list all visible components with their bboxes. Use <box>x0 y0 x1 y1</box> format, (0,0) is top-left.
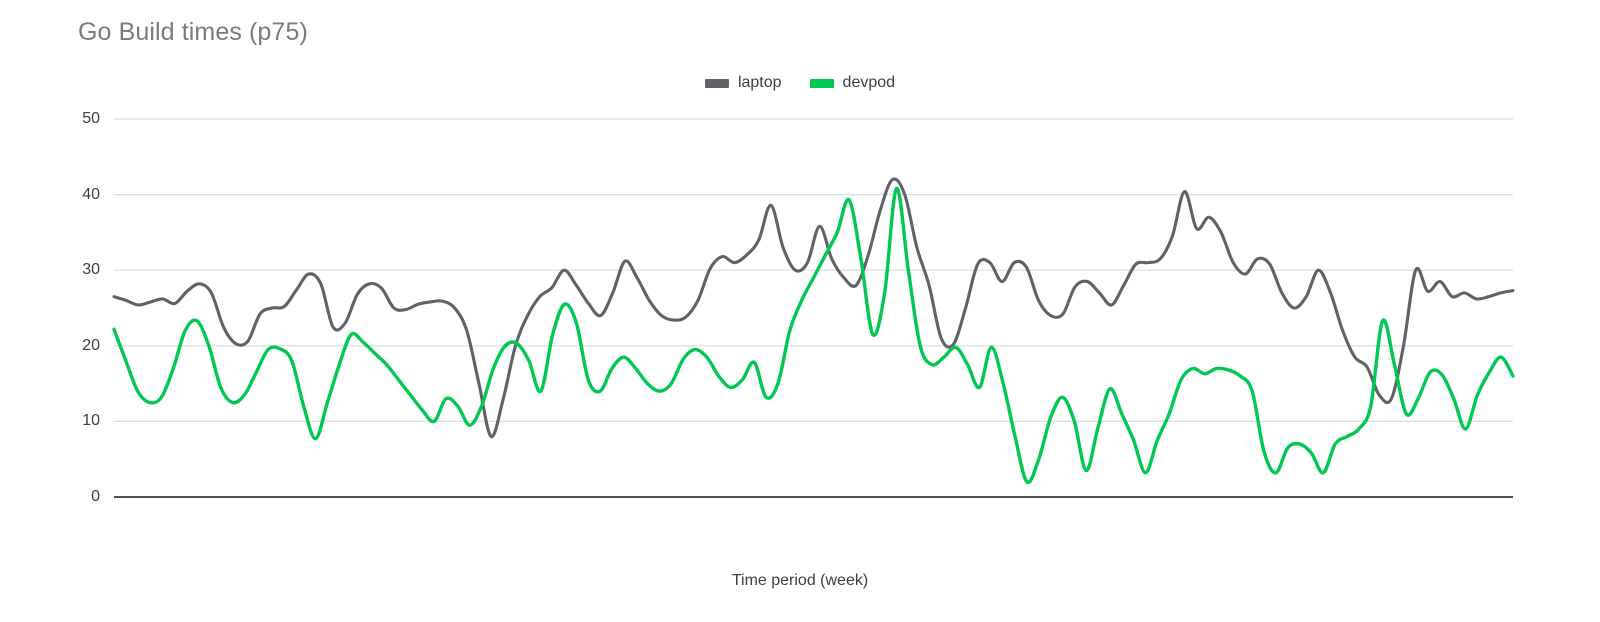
y-axis-tick-label: 20 <box>82 336 100 354</box>
legend-label-laptop: laptop <box>737 74 782 91</box>
series-line-devpod <box>112 186 1515 485</box>
y-axis-tick-label: 40 <box>82 185 100 203</box>
gridlines <box>114 118 1513 422</box>
legend-item-laptop[interactable]: laptop <box>704 74 782 92</box>
series-line-laptop <box>112 177 1515 439</box>
y-axis-tick-label: 0 <box>91 488 100 505</box>
y-axis-tick-label: 10 <box>82 412 100 430</box>
y-axis-tick-label: 50 <box>82 110 100 127</box>
legend-item-devpod[interactable]: devpod <box>809 74 896 92</box>
chart-legend: laptop devpod <box>0 74 1600 92</box>
x-axis-title: Time period (week) <box>731 572 869 589</box>
page-title: Go Build times (p75) <box>78 18 308 46</box>
legend-swatch-devpod <box>809 78 834 88</box>
legend-swatch-laptop <box>704 78 729 88</box>
legend-label-devpod: devpod <box>842 74 896 91</box>
y-axis-tick-labels: 50 40 30 20 10 0 <box>48 0 100 622</box>
y-axis-tick-label: 30 <box>82 261 100 279</box>
